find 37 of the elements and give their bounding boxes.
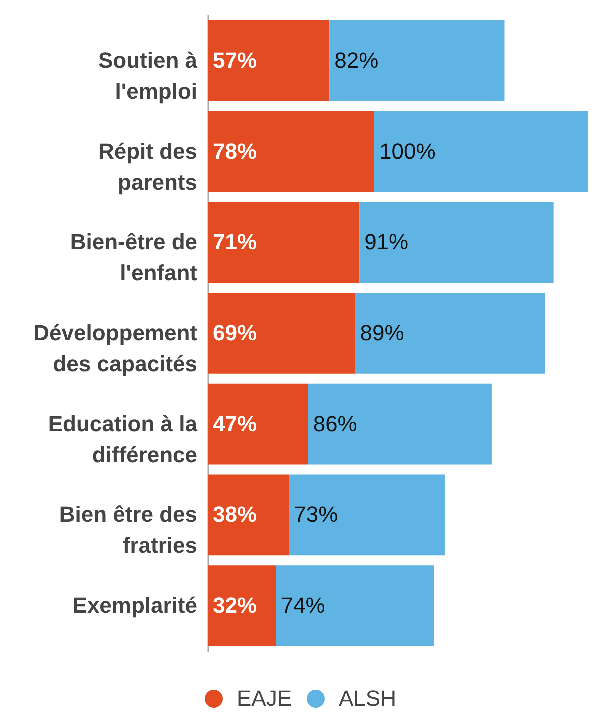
bar [208, 111, 375, 192]
bar [374, 111, 588, 192]
data-label: 57% [213, 48, 258, 73]
data-label: 91% [364, 230, 409, 255]
y-tick-label: Développement des capacités [34, 320, 198, 376]
data-label: 47% [213, 411, 258, 436]
bar [308, 384, 492, 465]
data-label: 32% [213, 593, 258, 618]
data-label: 100% [380, 138, 436, 164]
data-label: 73% [294, 502, 338, 528]
y-tick-label: Education à la différence [48, 411, 198, 468]
data-label: 69% [213, 320, 258, 346]
data-label: 78% [213, 138, 258, 164]
y-tick-label: Soutien à l'emploi [98, 48, 198, 104]
bar [289, 474, 445, 556]
data-label: 74% [281, 593, 326, 618]
data-label: 38% [213, 502, 258, 528]
y-tick-label: Répit des parents [98, 138, 198, 195]
bar [355, 293, 546, 374]
bar [208, 474, 290, 556]
data-label: 89% [360, 320, 404, 346]
bar [276, 566, 434, 647]
y-tick-label: Exemplarité [72, 593, 198, 618]
bar [360, 202, 554, 284]
bar [208, 202, 360, 284]
data-label: 71% [213, 230, 258, 255]
bar [208, 20, 330, 102]
legend-label: ALSH [339, 686, 396, 711]
legend-label: EAJE [237, 686, 292, 711]
y-tick-label: Bien être des fratries [59, 502, 198, 558]
bar [208, 293, 356, 374]
y-tick-label: Bien-être de l'enfant [70, 230, 198, 286]
bar [208, 566, 276, 647]
bar [330, 20, 505, 102]
data-label: 82% [334, 48, 379, 73]
data-label: 86% [313, 411, 358, 436]
bar [208, 384, 308, 465]
